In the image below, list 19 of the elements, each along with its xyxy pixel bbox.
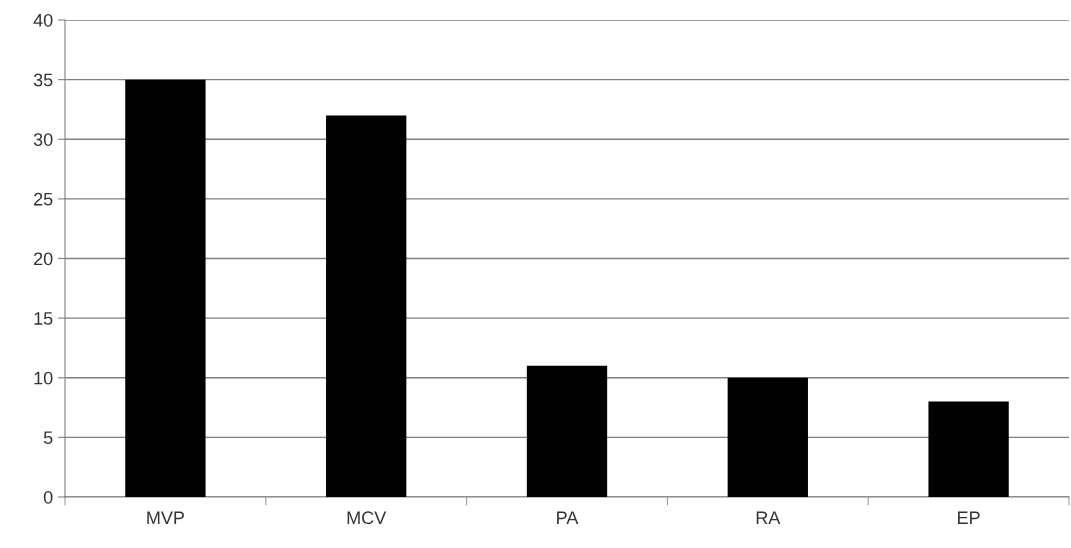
x-tick-label: MVP	[147, 511, 185, 524]
x-tick-label: RA	[756, 511, 781, 524]
bar	[125, 79, 206, 497]
y-tick-label: 5	[43, 431, 53, 445]
y-tick-label: 20	[34, 252, 53, 266]
y-tick-label: 10	[34, 371, 53, 385]
y-tick-label: 0	[43, 490, 53, 504]
x-tick-label: PA	[557, 511, 579, 524]
bar	[928, 401, 1009, 497]
y-tick-label: 35	[33, 73, 53, 87]
bar	[526, 365, 608, 497]
bar	[326, 115, 407, 497]
x-tick-label: MCV	[347, 511, 387, 525]
bar	[727, 377, 808, 497]
y-tick-label: 25	[34, 192, 53, 206]
y-tick-label: 30	[33, 133, 53, 146]
y-tick-label: 40	[33, 13, 53, 27]
y-tick-label: 15	[34, 312, 53, 325]
x-tick-label: EP	[958, 511, 980, 524]
